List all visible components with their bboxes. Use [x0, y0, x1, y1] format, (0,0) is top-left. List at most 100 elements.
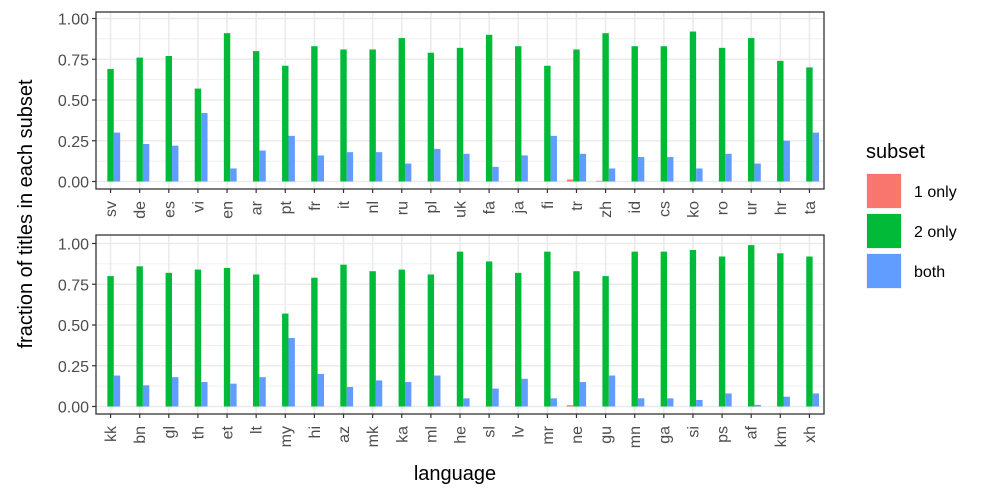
- bar-both-ur: [754, 163, 761, 182]
- bar-both-pl: [434, 148, 441, 182]
- y-tick-label: 0.50: [58, 318, 89, 335]
- bar-2-only-cs: [660, 46, 668, 182]
- panel-1: 0.00 0.25 0.50 0.75 1.00 sv de es vi en ar pt fr it nl…: [58, 11, 825, 219]
- bar-both-xh: [812, 393, 820, 407]
- bar-both-gu: [608, 375, 616, 407]
- legend-label-2-only: 2 only: [914, 224, 957, 241]
- y-tick-label: 0.00: [58, 175, 89, 192]
- legend-label-both: both: [914, 264, 945, 281]
- category-label-cs: cs: [656, 201, 673, 217]
- bar-both-lt: [259, 377, 266, 407]
- bar-2-only-nl: [369, 49, 376, 182]
- category-label-ru: ru: [394, 201, 411, 215]
- bar-2-only-ja: [515, 46, 522, 182]
- bar-both-si: [696, 399, 703, 407]
- bar-2-only-gl: [165, 272, 172, 407]
- bar-both-id: [637, 157, 645, 182]
- category-label-fa: fa: [482, 201, 499, 214]
- bar-1-only-tr: [566, 179, 574, 182]
- bar-2-only-ro: [718, 47, 726, 182]
- bar-both-nl: [375, 152, 383, 182]
- bar-2-only-ne: [573, 271, 580, 407]
- bar-2-only-ta: [806, 67, 813, 182]
- category-label-tr: tr: [569, 200, 586, 210]
- legend-title: subset: [866, 141, 925, 163]
- bar-both-fi: [550, 135, 557, 182]
- category-label-he: he: [453, 426, 470, 444]
- bar-both-my: [288, 338, 295, 407]
- bar-2-only-kk: [107, 276, 114, 407]
- bar-both-af: [754, 404, 761, 407]
- bar-both-cs: [667, 157, 674, 182]
- category-label-kk: kk: [103, 425, 120, 442]
- legend-swatch-2-only: [867, 214, 901, 248]
- bar-both-et: [230, 383, 237, 407]
- bar-2-only-tr: [573, 49, 580, 182]
- category-label-lt: lt: [249, 425, 266, 434]
- bar-both-en: [230, 168, 237, 182]
- bar-2-only-my: [282, 313, 289, 407]
- category-label-mr: mr: [540, 425, 557, 444]
- category-label-ko: ko: [685, 201, 702, 218]
- category-label-ja: ja: [511, 201, 528, 215]
- bar-both-he: [463, 398, 470, 407]
- category-label-ar: ar: [249, 200, 266, 215]
- x-axis-label: language: [414, 463, 496, 485]
- bar-both-pt: [288, 135, 295, 182]
- category-label-az: az: [336, 426, 353, 443]
- bar-both-mk: [375, 380, 383, 407]
- bar-2-only-ka: [398, 269, 405, 407]
- bar-2-only-si: [689, 250, 697, 407]
- bar-both-es: [172, 145, 179, 182]
- bar-2-only-he: [456, 251, 464, 407]
- bar-2-only-et: [223, 267, 231, 407]
- bar-both-hr: [783, 140, 790, 182]
- bar-both-bn: [142, 385, 150, 407]
- bar-both-lv: [521, 378, 528, 407]
- bar-both-mn: [637, 398, 645, 407]
- bar-2-only-ml: [427, 274, 435, 407]
- bar-2-only-it: [340, 49, 347, 182]
- panel-2: 0.00 0.25 0.50 0.75 1.00 kk bn gl th et lt my hi az mk…: [58, 234, 825, 448]
- category-label-gl: gl: [161, 426, 178, 438]
- y-tick-label: 0.25: [58, 359, 89, 376]
- bar-2-only-ar: [252, 51, 260, 182]
- bar-1-only-zh: [596, 180, 603, 182]
- bar-2-only-bn: [136, 266, 143, 407]
- category-label-gu: gu: [598, 426, 615, 444]
- y-tick-label: 1.00: [58, 237, 89, 254]
- bar-2-only-lv: [515, 272, 522, 407]
- category-label-zh: zh: [598, 201, 615, 218]
- y-tick-label: 0.75: [58, 52, 89, 69]
- bar-both-km: [783, 396, 790, 407]
- category-label-fr: fr: [307, 200, 324, 210]
- bar-2-only-sl: [485, 261, 493, 407]
- category-label-pt: pt: [278, 200, 295, 214]
- y-tick-label: 0.75: [58, 277, 89, 294]
- y-tick-label: 0.00: [58, 400, 89, 417]
- bar-both-mr: [550, 398, 557, 407]
- bar-2-only-pt: [282, 65, 289, 182]
- bar-2-only-es: [165, 55, 172, 182]
- bar-2-only-sv: [107, 69, 114, 182]
- bar-both-sv: [113, 132, 121, 182]
- category-label-uk: uk: [453, 200, 470, 218]
- bar-2-only-fr: [311, 46, 318, 182]
- bar-both-ru: [404, 163, 412, 182]
- category-label-ka: ka: [394, 426, 411, 443]
- category-label-xh: xh: [802, 426, 819, 443]
- bar-2-only-th: [194, 269, 202, 407]
- category-label-it: it: [336, 200, 353, 209]
- bar-both-gl: [172, 377, 179, 407]
- category-label-ml: ml: [423, 426, 440, 443]
- category-label-vi: vi: [190, 201, 207, 213]
- bar-both-zh: [608, 168, 616, 182]
- category-label-fi: fi: [540, 201, 557, 209]
- legend-swatch-both: [867, 254, 901, 288]
- bar-both-sl: [492, 388, 499, 407]
- category-label-pl: pl: [423, 201, 440, 213]
- bar-2-only-ps: [718, 256, 726, 407]
- bar-2-only-hi: [311, 277, 318, 407]
- category-label-ro: ro: [715, 201, 732, 215]
- bar-both-ta: [812, 132, 820, 182]
